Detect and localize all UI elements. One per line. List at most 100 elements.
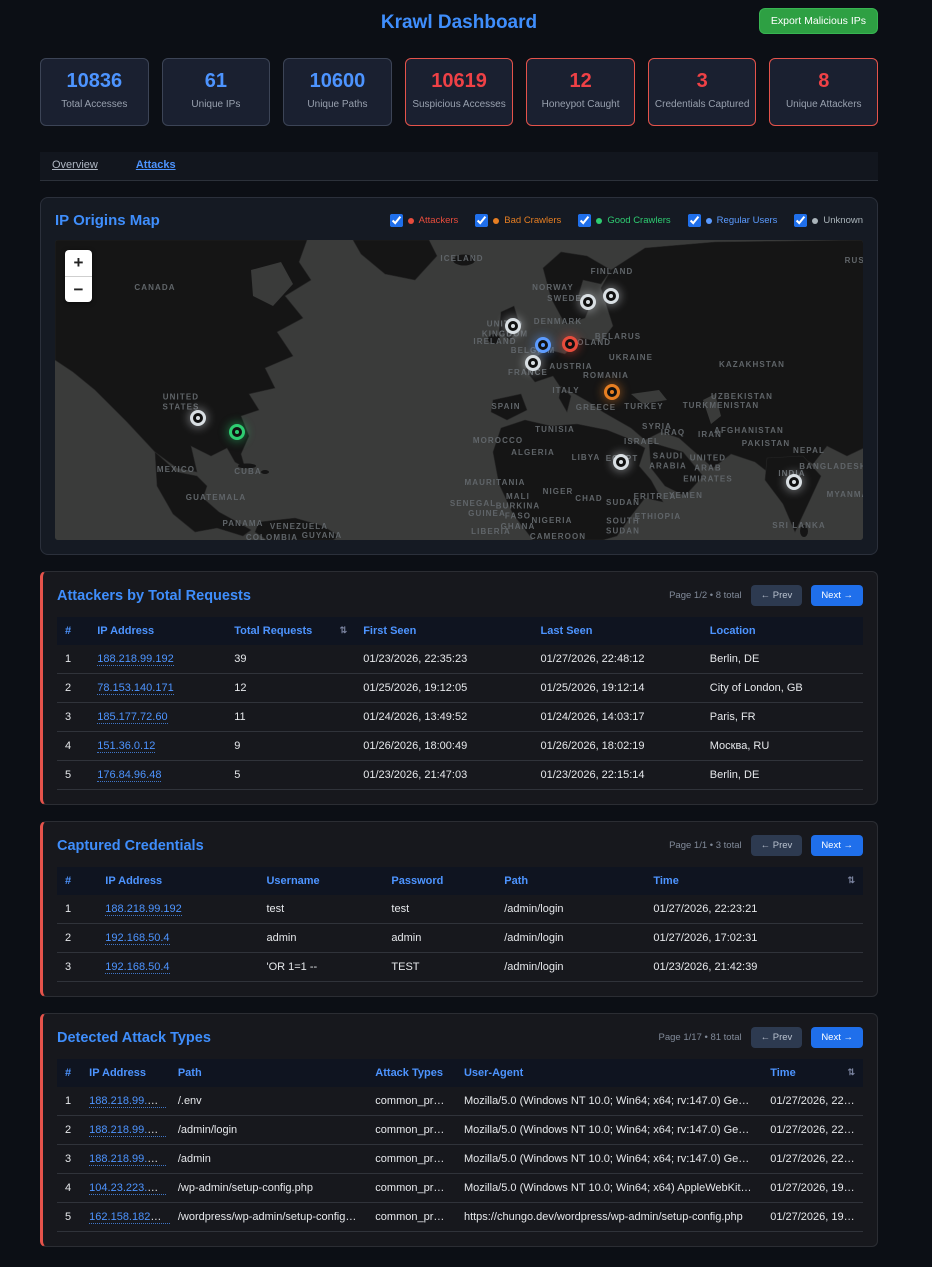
map-panel: IP Origins Map Attackers Bad Crawlers Go…	[40, 197, 878, 555]
table-cell: 01/27/2026, 22:23:21	[762, 1115, 863, 1145]
map-marker-unknown[interactable]	[580, 294, 596, 310]
table-row: 1 188.218.99.192/.env common_probes Mozilla…	[57, 1087, 863, 1116]
export-malicious-ips-button[interactable]: Export Malicious IPs	[758, 8, 878, 34]
legend-item-unknown: Unknown	[794, 214, 863, 227]
map-canvas[interactable]: + − CANADA ICELAND UNITED STATES MEXICO CUBA…	[55, 240, 863, 540]
column-header: Time ⇅	[762, 1059, 863, 1087]
table-cell: /admin/login	[496, 952, 646, 982]
column-header: IP Address	[81, 1059, 170, 1087]
map-marker-bad_crawler[interactable]	[604, 384, 620, 400]
next-page-button[interactable]: Next →	[811, 835, 863, 856]
table-row: 5 176.84.96.48 5 01/23/2026, 21:47:03 01/23/…	[57, 760, 863, 790]
table-cell: 188.218.99.192	[97, 895, 259, 924]
prev-page-button[interactable]: ← Prev	[750, 835, 803, 856]
map-marker-unknown[interactable]	[505, 318, 521, 334]
zoom-in-button[interactable]: +	[73, 253, 84, 272]
table-cell: 4	[57, 731, 90, 761]
zoom-out-button[interactable]: −	[65, 276, 92, 302]
ip-link[interactable]: 104.23.223.128	[89, 1182, 166, 1195]
stat-card-unique-attackers: 8 Unique Attackers	[769, 58, 879, 126]
next-page-button[interactable]: Next →	[811, 1027, 863, 1048]
prev-page-button[interactable]: ← Prev	[750, 1027, 803, 1048]
prev-page-button[interactable]: ← Prev	[750, 585, 803, 606]
table-row: 2 188.218.99.192/admin/login common_probes…	[57, 1115, 863, 1145]
table-cell: 185.177.72.60	[89, 702, 227, 732]
ip-link[interactable]: 188.218.99.192	[97, 653, 174, 666]
sort-icon[interactable]: ⇅	[847, 1067, 855, 1077]
sort-icon[interactable]: ⇅	[847, 875, 855, 885]
table-cell: 4	[57, 1173, 82, 1203]
map-legend: Attackers Bad Crawlers Good Crawlers Reg…	[389, 214, 863, 227]
tab-attacks[interactable]: Attacks	[135, 159, 176, 171]
legend-dot	[596, 217, 603, 224]
legend-item-regular-users: Regular Users	[687, 214, 777, 227]
column-header: Attack Types	[367, 1059, 456, 1087]
ip-link[interactable]: 188.218.99.192	[89, 1124, 166, 1137]
table-cell: 5	[57, 760, 90, 790]
map-marker-unknown[interactable]	[190, 410, 206, 426]
stat-value: 10619	[431, 70, 487, 92]
tab-overview[interactable]: Overview	[52, 159, 98, 171]
ip-link[interactable]: 192.168.50.4	[105, 961, 170, 974]
next-page-button[interactable]: Next →	[811, 585, 863, 606]
table-row: 3 188.218.99.192/admin common_probes Mozill…	[57, 1144, 863, 1174]
ip-link[interactable]: 188.218.99.192	[89, 1095, 166, 1108]
legend-checkbox-attackers[interactable]	[389, 214, 403, 227]
stat-label: Total Accesses	[61, 99, 128, 110]
table-cell: 188.218.99.192	[89, 645, 227, 674]
world-map-graphic	[55, 240, 863, 540]
stat-value: 8	[818, 70, 830, 92]
map-marker-unknown[interactable]	[525, 355, 541, 371]
map-marker-good_crawler[interactable]	[229, 424, 245, 440]
map-marker-unknown[interactable]	[613, 454, 629, 470]
table-cell: 01/23/2026, 21:47:03	[355, 760, 533, 790]
legend-item-attackers: Attackers	[389, 214, 459, 227]
legend-checkbox-bad-crawlers[interactable]	[475, 214, 489, 227]
legend-label: Good Crawlers	[607, 215, 671, 226]
table-cell: 2	[57, 923, 98, 953]
map-marker-unknown[interactable]	[786, 474, 802, 490]
map-marker-unknown[interactable]	[603, 288, 619, 304]
pagination-info: Page 1/17 • 81 total	[658, 1032, 742, 1043]
stat-value: 10600	[309, 70, 366, 92]
table-cell: 188.218.99.192	[81, 1144, 170, 1174]
column-header: Path	[496, 867, 646, 895]
stat-value: 61	[204, 70, 227, 92]
map-header: IP Origins Map Attackers Bad Crawlers Go…	[55, 212, 863, 229]
ip-link[interactable]: 188.218.99.192	[105, 903, 182, 916]
table-row: 3 192.168.50.4 'OR 1=1 -- TEST/admin/login 0…	[57, 952, 863, 982]
map-zoom-control: + −	[65, 250, 92, 302]
ip-link[interactable]: 176.84.96.48	[97, 769, 162, 782]
ip-link[interactable]: 78.153.140.171	[97, 682, 174, 695]
stat-card-suspicious-accesses: 10619 Suspicious Accesses	[404, 58, 514, 126]
legend-label: Attackers	[418, 215, 459, 226]
table-cell: 01/23/2026, 22:35:23	[355, 645, 533, 674]
table-cell: test	[258, 895, 384, 924]
table-cell: 01/27/2026, 19:38:59	[762, 1173, 863, 1203]
pagination-info: Page 1/1 • 3 total	[669, 840, 742, 851]
table-cell: 3	[57, 1144, 82, 1174]
ip-link[interactable]: 185.177.72.60	[97, 711, 168, 724]
legend-checkbox-good-crawlers[interactable]	[578, 214, 592, 227]
ip-link[interactable]: 188.218.99.192	[89, 1153, 166, 1166]
sort-icon[interactable]: ⇅	[339, 625, 348, 635]
table-cell: 01/27/2026, 22:22:54	[762, 1144, 863, 1174]
column-header: First Seen	[355, 617, 533, 645]
pagination: Page 1/17 • 81 total ← Prev Next →	[659, 1027, 863, 1048]
legend-checkbox-regular-users[interactable]	[687, 214, 701, 227]
table-cell: 01/27/2026, 22:23:21	[645, 895, 863, 924]
map-marker-attacker[interactable]	[562, 336, 578, 352]
table-cell: https://chungo.dev/wordpress/wp-admin/se…	[455, 1202, 763, 1232]
legend-checkbox-unknown[interactable]	[794, 214, 808, 227]
table-cell: Berlin, DE	[701, 645, 863, 674]
map-marker-regular_user[interactable]	[535, 337, 551, 353]
table-cell: 39	[226, 645, 356, 674]
table-cell: common_probes	[367, 1115, 456, 1145]
stat-value: 12	[569, 70, 592, 92]
table-cell: TEST	[383, 952, 497, 982]
ip-link[interactable]: 151.36.0.12	[97, 740, 156, 753]
tab-bar: Overview Attacks	[40, 152, 878, 181]
ip-link[interactable]: 192.168.50.4	[105, 932, 170, 945]
ip-link[interactable]: 162.158.182.104	[89, 1211, 170, 1224]
